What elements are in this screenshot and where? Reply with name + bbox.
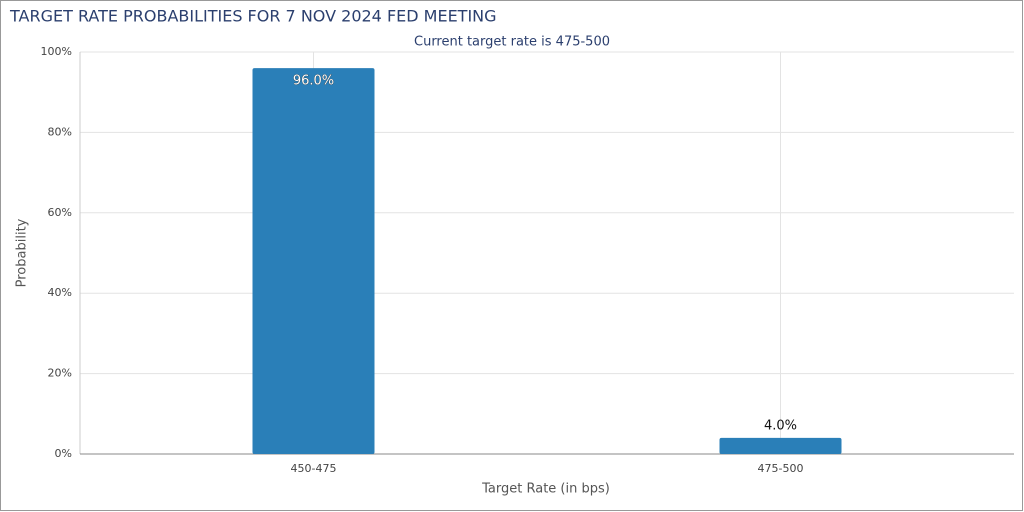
x-tick-label: 475-500 bbox=[758, 462, 804, 475]
y-tick-label: 60% bbox=[48, 206, 72, 219]
x-tick-label: 450-475 bbox=[291, 462, 337, 475]
y-tick-label: 20% bbox=[48, 367, 72, 380]
data-label: 4.0% bbox=[764, 418, 797, 433]
x-axis-label: Target Rate (in bps) bbox=[481, 482, 610, 497]
bar bbox=[252, 68, 375, 454]
y-tick-label: 40% bbox=[48, 286, 72, 299]
y-axis-label: Probability bbox=[15, 218, 30, 287]
y-tick-label: 80% bbox=[48, 125, 72, 138]
bar bbox=[719, 437, 842, 454]
chart-subtitle: Current target rate is 475-500 bbox=[414, 35, 610, 50]
chart-title: TARGET RATE PROBABILITIES FOR 7 NOV 2024… bbox=[9, 7, 497, 26]
data-label: 96.0% bbox=[293, 74, 334, 89]
y-tick-label: 0% bbox=[55, 447, 72, 460]
y-tick-label: 100% bbox=[41, 45, 72, 58]
